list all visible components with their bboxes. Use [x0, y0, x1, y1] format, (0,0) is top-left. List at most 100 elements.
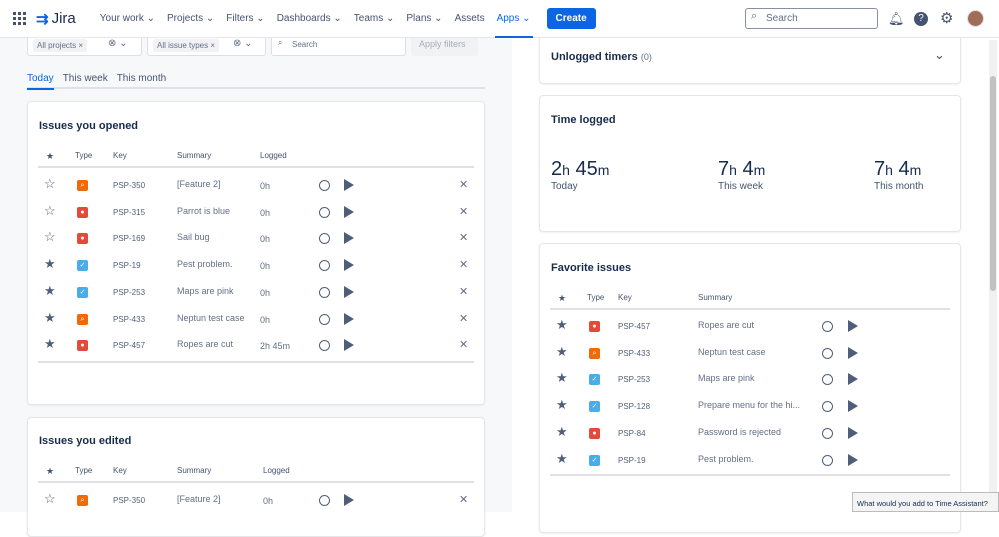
- start-timer-play-icon[interactable]: [848, 373, 858, 386]
- start-timer-play-icon[interactable]: [344, 232, 354, 245]
- remove-close-icon[interactable]: ✕: [459, 205, 469, 218]
- star-filled-icon[interactable]: ★: [44, 282, 56, 298]
- issue-key-link[interactable]: PSP-19: [113, 261, 141, 271]
- column-header-summary: Summary: [177, 466, 212, 475]
- start-timer-play-icon[interactable]: [848, 426, 858, 439]
- help-icon[interactable]: ?: [914, 12, 928, 26]
- nav-item-assets[interactable]: Assets: [454, 12, 485, 24]
- nav-item-filters[interactable]: Filters ⌄: [226, 12, 265, 24]
- start-timer-play-icon[interactable]: [848, 400, 858, 413]
- issue-key-link[interactable]: PSP-84: [618, 428, 646, 438]
- issue-key-link[interactable]: PSP-350: [113, 496, 146, 505]
- tab-this-week[interactable]: This week: [62, 73, 108, 84]
- star-outline-icon[interactable]: ☆: [44, 229, 56, 245]
- issue-key-link[interactable]: PSP-457: [113, 341, 146, 351]
- log-time-clock-icon[interactable]: [319, 286, 330, 298]
- remove-close-icon[interactable]: ✕: [459, 494, 469, 506]
- column-header-type: Type: [587, 293, 605, 302]
- scrollbar-thumb[interactable]: [990, 76, 996, 291]
- start-timer-play-icon[interactable]: [344, 285, 354, 298]
- tab-today[interactable]: Today: [27, 73, 54, 90]
- log-time-clock-icon[interactable]: [319, 233, 330, 245]
- log-time-clock-icon[interactable]: [822, 427, 833, 439]
- star-filled-icon[interactable]: ★: [44, 336, 56, 352]
- remove-close-icon[interactable]: ✕: [459, 285, 469, 298]
- nav-item-dashboards[interactable]: Dashboards ⌄: [276, 12, 342, 24]
- issue-key-link[interactable]: PSP-128: [618, 402, 651, 412]
- log-time-clock-icon[interactable]: [822, 374, 833, 386]
- remove-close-icon[interactable]: ✕: [459, 259, 469, 272]
- settings-gear-icon[interactable]: ⚙: [940, 10, 954, 27]
- start-timer-play-icon[interactable]: [848, 320, 858, 332]
- start-timer-play-icon[interactable]: [344, 179, 354, 191]
- remove-close-icon[interactable]: ✕: [459, 232, 469, 245]
- nav-item-apps[interactable]: Apps ⌄: [491, 0, 537, 38]
- star-filled-icon[interactable]: ★: [44, 309, 56, 325]
- time-label: This week: [718, 181, 764, 192]
- star-filled-icon[interactable]: ★: [556, 343, 568, 359]
- start-timer-play-icon[interactable]: [848, 453, 858, 466]
- jira-logo[interactable]: ⇉ Jira: [36, 10, 76, 28]
- nav-item-projects[interactable]: Projects ⌄: [167, 12, 215, 24]
- star-outline-icon[interactable]: ☆: [44, 491, 56, 506]
- log-time-clock-icon[interactable]: [822, 347, 833, 359]
- apply-filters-button[interactable]: Apply filters: [411, 34, 478, 56]
- global-search-input[interactable]: Search: [745, 8, 878, 29]
- issue-key-link[interactable]: PSP-315: [113, 207, 146, 217]
- nav-item-teams[interactable]: Teams ⌄: [353, 12, 395, 24]
- log-time-clock-icon[interactable]: [822, 454, 833, 466]
- task-issue-type-icon: ✓: [77, 286, 88, 298]
- start-timer-play-icon[interactable]: [848, 346, 858, 359]
- issue-summary: Neptun test case: [177, 312, 245, 323]
- star-filled-icon[interactable]: ★: [556, 423, 568, 439]
- log-time-clock-icon[interactable]: [319, 313, 330, 325]
- issue-key-link[interactable]: PSP-433: [113, 314, 146, 324]
- nav-item-plans[interactable]: Plans ⌄: [406, 12, 443, 24]
- issue-key-link[interactable]: PSP-433: [618, 348, 651, 358]
- log-time-clock-icon[interactable]: [319, 206, 330, 218]
- avatar[interactable]: [967, 10, 984, 27]
- start-timer-play-icon[interactable]: [344, 205, 354, 218]
- star-filled-icon[interactable]: ★: [556, 450, 568, 466]
- test-issue-type-icon: ⌕: [77, 495, 88, 506]
- remove-close-icon[interactable]: ✕: [459, 312, 469, 325]
- star-filled-icon[interactable]: ★: [44, 256, 56, 272]
- notifications-icon[interactable]: 🔔︎: [888, 11, 905, 26]
- project-filter[interactable]: All projects × ⊗ ⌄: [27, 34, 142, 56]
- star-filled-icon[interactable]: ★: [556, 397, 568, 413]
- remove-close-icon[interactable]: ✕: [459, 179, 469, 191]
- star-filled-icon[interactable]: ★: [556, 317, 568, 332]
- star-filled-icon[interactable]: ★: [556, 370, 568, 386]
- table-row: ☆ ⌕ PSP-350 [Feature 2] 0h ✕: [28, 172, 474, 199]
- issue-key-link[interactable]: PSP-253: [618, 375, 651, 385]
- star-outline-icon[interactable]: ☆: [44, 176, 56, 191]
- start-timer-play-icon[interactable]: [344, 339, 354, 352]
- star-outline-icon[interactable]: ☆: [44, 202, 56, 218]
- start-timer-play-icon[interactable]: [344, 259, 354, 272]
- issue-key-link[interactable]: PSP-350: [113, 181, 146, 190]
- time-stat-today: 2h 45m Today: [551, 158, 609, 192]
- start-timer-play-icon[interactable]: [344, 312, 354, 325]
- log-time-clock-icon[interactable]: [319, 180, 330, 191]
- issue-key-link[interactable]: PSP-169: [113, 234, 146, 244]
- log-time-clock-icon[interactable]: [319, 495, 330, 506]
- feedback-prompt[interactable]: What would you add to Time Assistant?: [852, 492, 999, 512]
- log-time-clock-icon[interactable]: [319, 340, 330, 352]
- start-timer-play-icon[interactable]: [344, 494, 354, 506]
- issue-key-link[interactable]: PSP-457: [618, 322, 651, 331]
- remove-close-icon[interactable]: ✕: [459, 339, 469, 352]
- issue-summary: Sail bug: [177, 232, 210, 243]
- issue-key-link[interactable]: PSP-253: [113, 287, 146, 297]
- issue-type-filter[interactable]: All issue types × ⊗ ⌄: [147, 34, 266, 56]
- log-time-clock-icon[interactable]: [822, 321, 833, 332]
- scrollbar[interactable]: [989, 40, 997, 512]
- app-switcher-icon[interactable]: [13, 11, 27, 26]
- create-button[interactable]: Create: [546, 8, 596, 29]
- issue-summary: Pest problem.: [698, 453, 754, 464]
- log-time-clock-icon[interactable]: [319, 260, 330, 272]
- log-time-clock-icon[interactable]: [822, 401, 833, 413]
- nav-item-yourwork[interactable]: Your work ⌄: [99, 12, 156, 24]
- issue-key-link[interactable]: PSP-19: [618, 455, 646, 465]
- tab-this-month[interactable]: This month: [116, 73, 167, 84]
- chevron-down-icon[interactable]: ⌄: [934, 47, 945, 62]
